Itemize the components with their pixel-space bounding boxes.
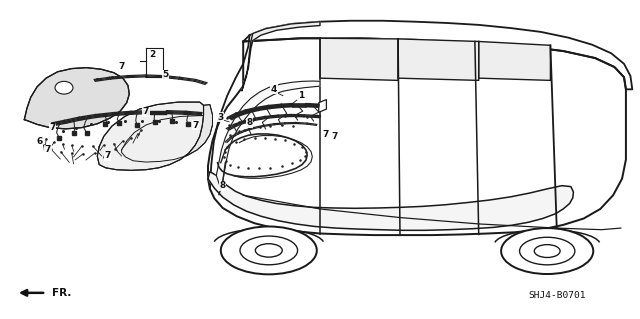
Circle shape — [501, 228, 593, 274]
Text: 7: 7 — [192, 121, 198, 130]
Circle shape — [255, 244, 282, 257]
Circle shape — [221, 226, 317, 274]
Polygon shape — [122, 105, 212, 162]
Polygon shape — [243, 21, 632, 89]
Circle shape — [240, 236, 298, 265]
Circle shape — [520, 237, 575, 265]
Text: 7: 7 — [322, 130, 328, 139]
Polygon shape — [479, 41, 550, 80]
Text: 5: 5 — [162, 70, 168, 79]
Text: 7: 7 — [143, 107, 149, 116]
Text: 7: 7 — [49, 123, 56, 132]
Text: 7: 7 — [118, 63, 125, 71]
Polygon shape — [320, 38, 398, 80]
Text: 2: 2 — [149, 50, 156, 59]
Text: 7: 7 — [104, 151, 111, 160]
Polygon shape — [97, 102, 204, 170]
Polygon shape — [24, 68, 129, 129]
Text: 6: 6 — [36, 137, 43, 146]
Polygon shape — [208, 172, 573, 230]
Polygon shape — [319, 100, 326, 112]
Text: 8: 8 — [246, 118, 253, 127]
Text: 1: 1 — [298, 91, 304, 100]
Polygon shape — [216, 81, 320, 189]
Text: 8: 8 — [220, 181, 226, 190]
Polygon shape — [208, 38, 626, 235]
Text: 3: 3 — [218, 113, 224, 122]
Polygon shape — [208, 35, 250, 189]
Polygon shape — [242, 22, 320, 91]
Text: 4: 4 — [271, 85, 277, 94]
Text: 7: 7 — [323, 132, 338, 141]
Polygon shape — [398, 39, 479, 80]
Text: FR.: FR. — [52, 288, 72, 298]
Ellipse shape — [55, 81, 73, 94]
Circle shape — [534, 245, 560, 257]
Text: 7: 7 — [45, 145, 51, 154]
Text: SHJ4-B0701: SHJ4-B0701 — [528, 291, 586, 300]
